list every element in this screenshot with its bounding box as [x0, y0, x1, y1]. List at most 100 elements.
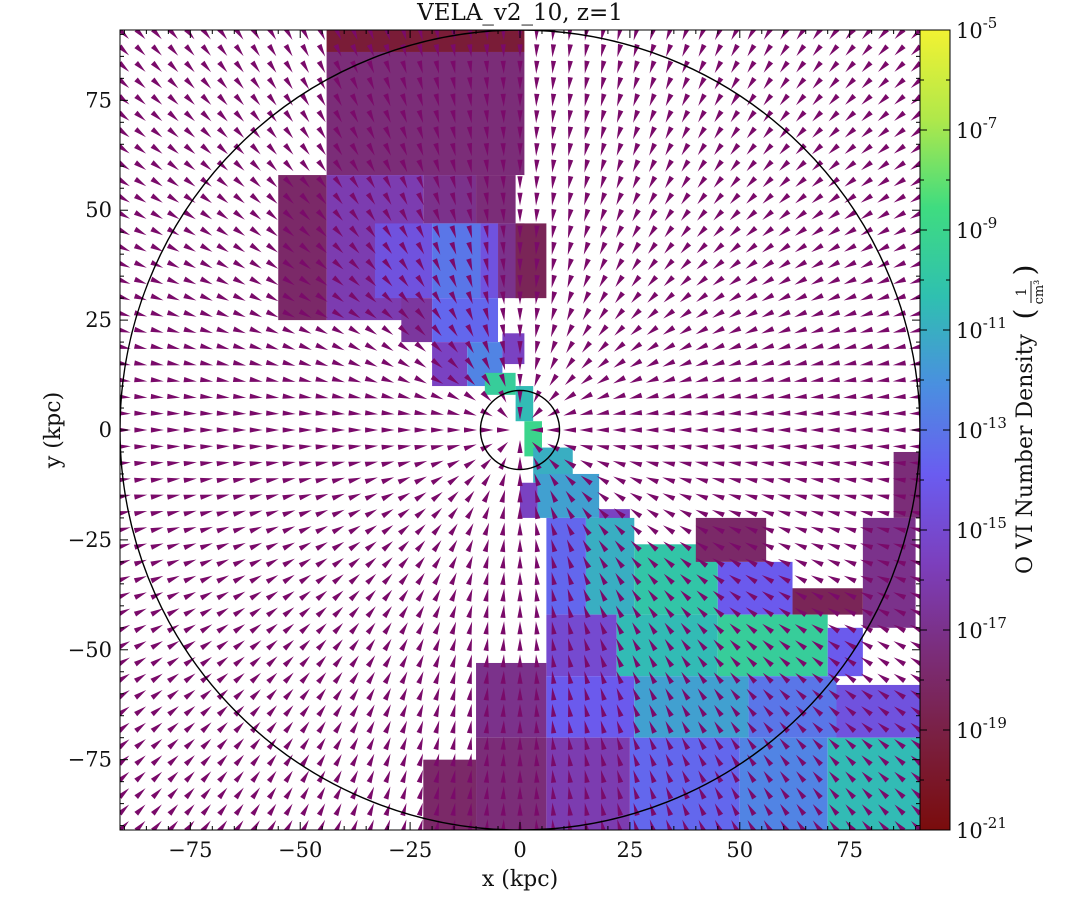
velocity-arrow [217, 93, 228, 106]
velocity-arrow [120, 576, 131, 583]
velocity-arrow [730, 143, 741, 155]
velocity-arrow [796, 787, 807, 800]
velocity-arrow [712, 275, 725, 286]
velocity-arrow [232, 607, 246, 617]
velocity-arrow [829, 30, 840, 40]
velocity-arrow [283, 688, 294, 701]
velocity-arrow [910, 804, 920, 816]
velocity-arrow [631, 241, 642, 255]
velocity-arrow [282, 607, 295, 618]
velocity-arrow [434, 30, 439, 41]
velocity-arrow [348, 541, 361, 552]
velocity-arrow [315, 359, 329, 367]
velocity-arrow [400, 30, 407, 41]
velocity-arrow [827, 209, 840, 220]
velocity-arrow [415, 605, 425, 619]
velocity-arrow [183, 689, 196, 700]
velocity-arrow [633, 76, 640, 90]
velocity-arrow [282, 192, 294, 204]
velocity-arrow [466, 208, 472, 222]
colorbar-tick-base: 10 [956, 419, 983, 443]
velocity-arrow [679, 342, 692, 351]
velocity-arrow [793, 360, 808, 366]
colorbar-tick-exp: -5 [983, 14, 998, 32]
velocity-arrow [299, 590, 311, 601]
velocity-arrow [517, 637, 523, 651]
velocity-arrow [120, 30, 129, 39]
velocity-arrow [761, 591, 775, 601]
velocity-arrow [551, 274, 557, 288]
velocity-arrow [664, 208, 675, 222]
velocity-arrow [383, 142, 391, 156]
velocity-arrow [134, 110, 146, 121]
velocity-arrow [828, 160, 840, 171]
velocity-arrow [698, 754, 707, 767]
velocity-arrow [167, 176, 180, 187]
velocity-arrow [579, 444, 593, 451]
velocity-arrow [120, 624, 131, 633]
density-cell [326, 51, 525, 176]
velocity-arrow [150, 444, 164, 450]
velocity-arrow [633, 126, 641, 140]
velocity-arrow [893, 276, 907, 284]
velocity-arrow [876, 624, 890, 634]
velocity-arrow [500, 209, 506, 223]
velocity-arrow [500, 176, 506, 190]
velocity-arrow [614, 308, 626, 320]
velocity-arrow [811, 591, 824, 601]
velocity-arrow [645, 375, 659, 383]
velocity-arrow [698, 93, 707, 106]
velocity-arrow [134, 94, 146, 105]
velocity-arrow [860, 176, 873, 187]
velocity-arrow [432, 274, 441, 288]
velocity-arrow [432, 572, 441, 586]
velocity-arrow [612, 427, 626, 433]
velocity-arrow [844, 243, 857, 252]
density-cell [629, 737, 740, 830]
velocity-arrow [416, 60, 423, 74]
velocity-arrow [366, 720, 375, 734]
velocity-arrow [534, 373, 541, 387]
velocity-arrow [283, 143, 294, 155]
velocity-arrow [630, 508, 643, 519]
velocity-arrow [633, 60, 640, 74]
velocity-arrow [628, 410, 643, 416]
velocity-arrow [449, 225, 457, 239]
velocity-arrow [763, 803, 773, 816]
velocity-arrow [859, 393, 873, 399]
velocity-arrow [892, 343, 906, 349]
velocity-arrow [893, 706, 906, 717]
velocity-arrow [233, 803, 244, 816]
velocity-arrow [382, 258, 393, 271]
velocity-arrow [595, 427, 609, 433]
velocity-arrow [216, 607, 229, 617]
velocity-arrow [876, 326, 890, 333]
velocity-arrow [283, 44, 293, 57]
velocity-arrow [648, 225, 658, 238]
velocity-arrow [810, 427, 824, 433]
velocity-arrow [233, 738, 245, 750]
velocity-arrow [714, 60, 724, 74]
velocity-arrow [134, 460, 148, 467]
velocity-arrow [349, 655, 359, 668]
velocity-arrow [120, 788, 130, 799]
velocity-arrow [250, 820, 260, 830]
velocity-arrow [714, 803, 724, 817]
velocity-arrow [517, 143, 523, 157]
velocity-arrow [859, 510, 874, 517]
velocity-arrow [629, 392, 643, 399]
velocity-arrow [348, 359, 362, 367]
velocity-arrow [232, 309, 246, 318]
velocity-arrow [366, 770, 375, 784]
velocity-arrow [779, 721, 790, 734]
velocity-arrow [744, 526, 758, 534]
velocity-arrow [397, 461, 411, 468]
velocity-arrow [183, 343, 197, 350]
velocity-arrow [250, 787, 261, 800]
velocity-arrow [812, 60, 823, 73]
velocity-arrow [365, 606, 376, 618]
velocity-arrow [646, 341, 659, 351]
velocity-arrow [910, 657, 920, 667]
velocity-arrow [233, 209, 245, 220]
velocity-arrow [747, 77, 757, 90]
